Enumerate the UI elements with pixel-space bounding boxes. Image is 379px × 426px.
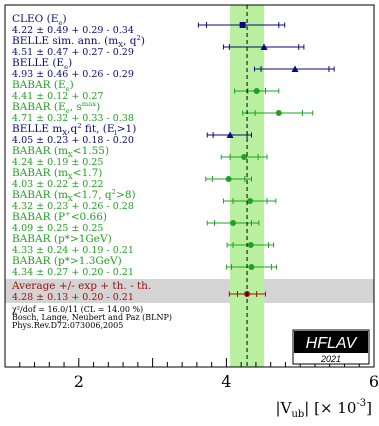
measurement-label: BABAR (Ee​) — [12, 79, 74, 93]
average-value-text: 4.28 ± 0.13 + 0.20 - 0.21 — [12, 292, 134, 303]
measurement-row: BABAR (mX​<1.7)4.03 ± 0.22 ± 0.22 — [12, 167, 252, 190]
measurement-row: BABAR (p*>1GeV)4.33 ± 0.24 + 0.19 - 0.21 — [12, 233, 275, 256]
central-value-circle — [241, 154, 248, 160]
measurement-row: BABAR (p*>1.3GeV)4.34 ± 0.27 + 0.20 - 0.… — [12, 255, 278, 278]
central-value-square — [239, 22, 246, 28]
chi2-footnote: χ²/dof = 16.0/11 (CL = 14.00 %) — [12, 305, 143, 314]
central-value-circle — [225, 176, 232, 182]
average-row-background — [5, 279, 374, 303]
measurement-row: BELLE mX​,q2​ fit, (El​>1)4.05 ± 0.23 + … — [12, 122, 252, 146]
hflav-logo: HFLAV 2021 — [292, 329, 370, 365]
plot-frame — [4, 4, 375, 368]
x-tick-label: 6 — [369, 372, 379, 391]
central-value-circle — [247, 198, 254, 204]
measurement-label: BELLE sim. ann. (mX​, q2​) — [12, 34, 145, 49]
central-value-circle — [248, 264, 255, 270]
central-value-circle — [230, 220, 237, 226]
measurement-row: BABAR (mX​<1.7, q2​>8)4.32 ± 0.23 + 0.26… — [12, 188, 277, 212]
measurement-label: BELLE mX​,q2​ fit, (El​>1) — [12, 122, 136, 137]
measurement-label: BABAR (mX​<1.7, q2​>8) — [12, 188, 136, 203]
central-value-triangle — [291, 65, 299, 72]
measurement-label: BABAR (P+​<0.66) — [12, 210, 107, 223]
measurement-row: BABAR (P+​<0.66)4.09 ± 0.25 ± 0.25 — [12, 210, 260, 234]
measurement-value-text: 4.09 ± 0.25 ± 0.25 — [12, 223, 103, 234]
average-uncertainty-band — [230, 5, 265, 367]
measurement-label: BELLE (Ee​) — [12, 57, 72, 71]
measurement-value-text: 4.05 ± 0.23 + 0.18 - 0.20 — [12, 135, 134, 146]
reference-journal: Phys.Rev.D72:073006,2005 — [12, 321, 123, 330]
central-value-circle — [247, 242, 254, 248]
measurement-value-text: 4.41 ± 0.12 + 0.27 — [12, 91, 103, 102]
central-value-circle — [275, 110, 282, 116]
measurement-row: BABAR (Ee​)4.41 ± 0.12 + 0.27 — [12, 79, 280, 102]
measurement-value-text: 4.24 ± 0.19 ± 0.25 — [12, 157, 103, 168]
average-row: Average +/- exp + th. - th.4.28 ± 0.13 +… — [5, 279, 374, 303]
measurement-label: BABAR (mX​<1.7) — [12, 167, 102, 181]
measurement-value-text: 4.03 ± 0.22 ± 0.22 — [12, 179, 103, 190]
measurement-value-text: 4.32 ± 0.23 + 0.26 - 0.28 — [12, 201, 134, 212]
x-tick-label: 2 — [74, 372, 84, 391]
x-axis-title: |Vub| [× 10-3] — [276, 398, 372, 420]
logo-text: HFLAV — [306, 335, 358, 352]
central-value-triangle — [226, 131, 234, 138]
measurement-value-text: 4.93 ± 0.46 + 0.26 - 0.29 — [12, 69, 134, 80]
measurement-label: CLEO (Ee​) — [12, 13, 67, 27]
measurement-value-text: 4.22 ± 0.49 + 0.29 - 0.34 — [12, 25, 134, 36]
logo-top-block — [294, 331, 368, 353]
measurement-row: BELLE (Ee​)4.93 ± 0.46 + 0.26 - 0.29 — [12, 57, 335, 80]
measurement-row: BABAR (mX​<1.55)4.24 ± 0.19 ± 0.25 — [12, 145, 268, 168]
measurement-label: BABAR (p*>1GeV) — [12, 233, 112, 245]
measurement-row: BELLE sim. ann. (mX​, q2​)4.51 ± 0.47 + … — [12, 34, 305, 58]
measurement-label: BABAR (Ee​, smax​) — [12, 100, 100, 115]
measurement-value-text: 4.51 ± 0.47 + 0.27 - 0.29 — [12, 47, 134, 58]
measurement-label: BABAR (p*>1.3GeV) — [12, 255, 122, 267]
central-value-triangle — [260, 43, 268, 50]
central-value-circle — [253, 88, 260, 94]
measurement-row: BABAR (Ee​, smax​)4.71 ± 0.32 + 0.33 - 0… — [12, 100, 314, 124]
logo-year: 2021 — [320, 354, 341, 364]
average-label: Average +/- exp + th. - th. — [11, 280, 151, 292]
measurement-value-text: 4.33 ± 0.24 + 0.19 - 0.21 — [12, 245, 134, 256]
reference-authors: Bosch, Lange, Neubert and Paz (BLNP) — [12, 313, 172, 322]
measurement-value-text: 4.71 ± 0.32 + 0.33 - 0.38 — [12, 113, 134, 124]
measurement-label: BABAR (mX​<1.55) — [12, 145, 109, 159]
measurement-row: CLEO (Ee​)4.22 ± 0.49 + 0.29 - 0.34 — [12, 13, 286, 36]
x-tick-label: 4 — [221, 372, 231, 391]
measurement-value-text: 4.34 ± 0.27 + 0.20 - 0.21 — [12, 267, 134, 278]
